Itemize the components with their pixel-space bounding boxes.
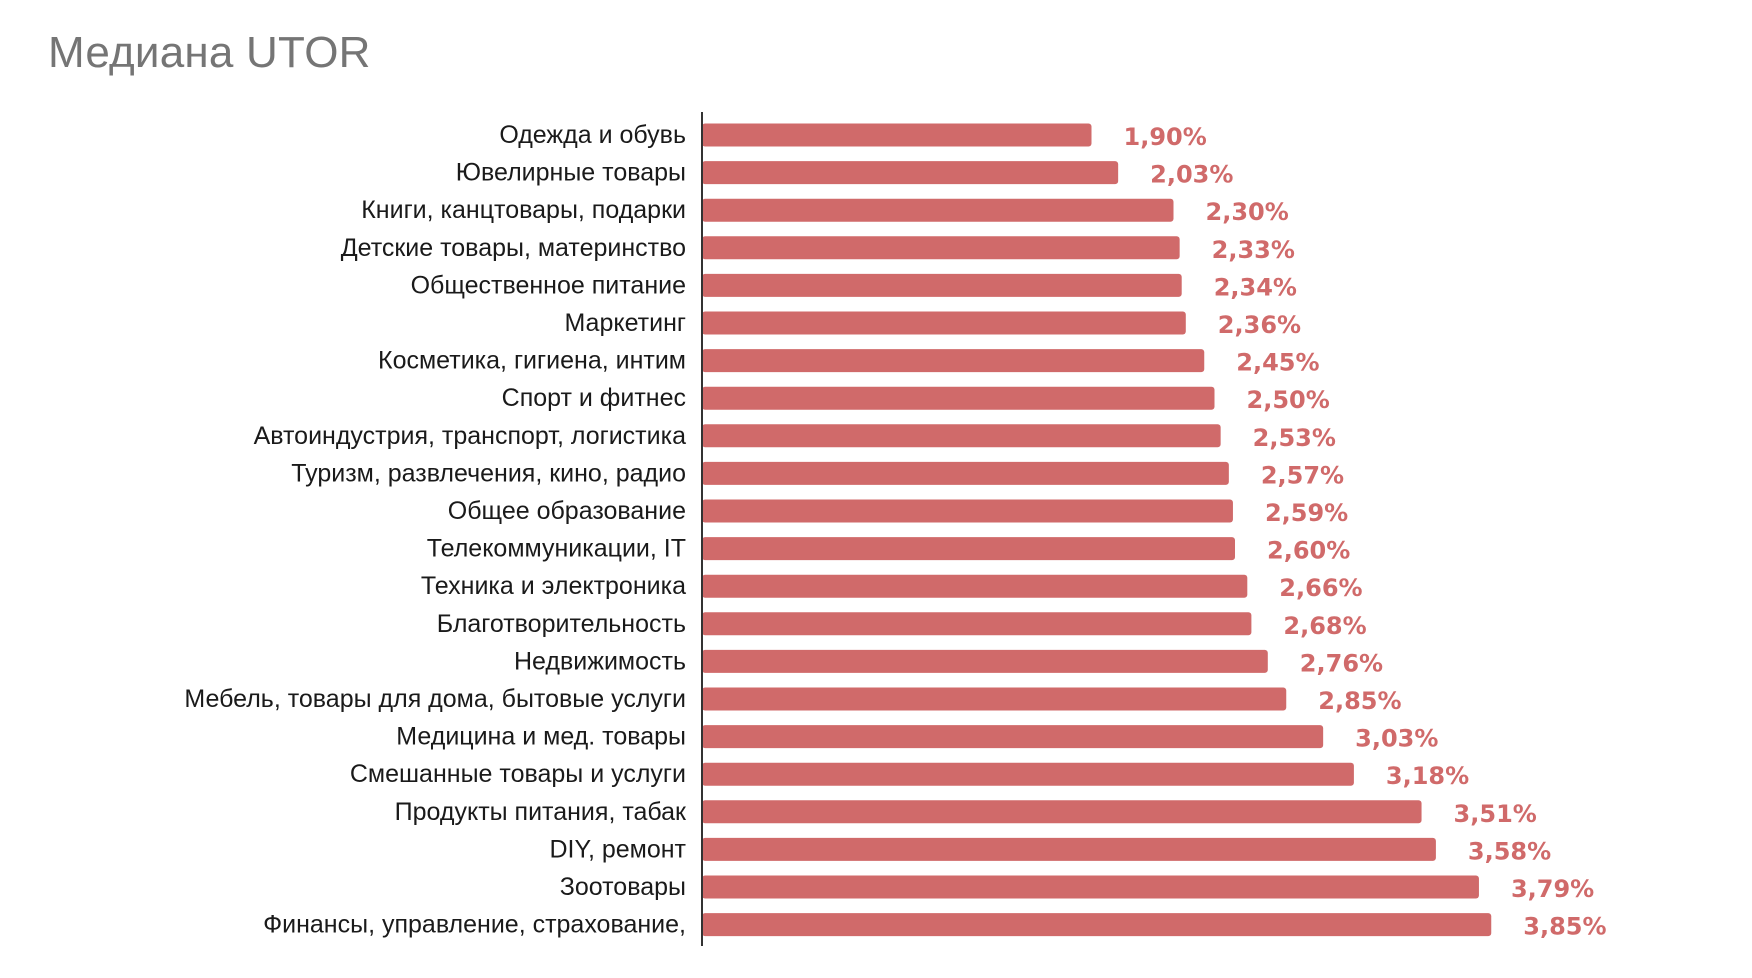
bar-row: Финансы, управление, страхование, 3,85% (263, 911, 1606, 941)
value-label: 2,68% (1283, 612, 1366, 640)
value-label: 3,79% (1511, 875, 1594, 903)
category-label: Одежда и обувь (499, 121, 686, 149)
category-label: Благотворительность (437, 610, 686, 638)
bar-row: Техника и электроника 2,66% (421, 572, 1363, 602)
bar (702, 762, 1354, 786)
category-label: DIY, ремонт (550, 835, 687, 863)
bar (702, 386, 1215, 410)
bar (702, 349, 1205, 373)
bar-row: Медицина и мед. товары 3,03% (396, 723, 1438, 753)
value-label: 3,51% (1454, 800, 1537, 828)
bar-row: Одежда и обувь 1,90% (499, 121, 1206, 151)
bar (702, 875, 1479, 899)
bar-row: Туризм, развлечения, кино, радио 2,57% (291, 459, 1344, 489)
bar (702, 837, 1436, 861)
value-label: 3,85% (1523, 913, 1606, 941)
category-label: Маркетинг (564, 309, 686, 337)
bar-row: Зоотовары 3,79% (560, 873, 1594, 903)
bar (702, 461, 1229, 485)
value-label: 2,45% (1236, 349, 1319, 377)
category-label: Телекоммуникации, IT (427, 535, 686, 563)
bar (702, 537, 1235, 561)
value-label: 1,90% (1124, 123, 1207, 151)
bar-row: Общее образование 2,59% (448, 497, 1348, 527)
bar (702, 725, 1324, 749)
category-label: Финансы, управление, страхование, (263, 911, 686, 939)
bar-row: Благотворительность 2,68% (437, 610, 1367, 640)
value-label: 2,50% (1247, 386, 1330, 414)
category-label: Медицина и мед. товары (396, 723, 686, 751)
bar-row: Косметика, гигиена, интим 2,45% (378, 347, 1320, 377)
bar (702, 161, 1119, 185)
bar-row: Недвижимость 2,76% (514, 647, 1383, 677)
value-label: 3,58% (1468, 837, 1551, 865)
value-label: 2,36% (1218, 311, 1301, 339)
bar (702, 273, 1182, 297)
value-label: 2,03% (1150, 161, 1233, 189)
category-label: Туризм, развлечения, кино, радио (291, 459, 686, 487)
category-label: Автоиндустрия, транспорт, логистика (254, 422, 686, 450)
category-label: Мебель, товары для дома, бытовые услуги (184, 685, 686, 713)
bar-row: Продукты питания, табак 3,51% (395, 798, 1537, 828)
category-label: Недвижимость (514, 647, 686, 675)
value-label: 3,03% (1355, 725, 1438, 753)
category-label: Спорт и фитнес (502, 384, 686, 412)
bar-row: Маркетинг 2,36% (564, 309, 1301, 339)
bar-row: Смешанные товары и услуги 3,18% (350, 760, 1469, 790)
category-label: Техника и электроника (421, 572, 686, 600)
category-label: Общественное питание (411, 271, 686, 299)
category-label: Смешанные товары и услуги (350, 760, 686, 788)
value-label: 2,53% (1253, 424, 1336, 452)
value-label: 2,85% (1318, 687, 1401, 715)
value-label: 2,66% (1279, 574, 1362, 602)
value-label: 2,34% (1214, 273, 1297, 301)
bar (702, 687, 1287, 711)
bar-row: DIY, ремонт 3,58% (550, 835, 1552, 865)
value-label: 2,60% (1267, 537, 1350, 565)
category-label: Продукты питания, табак (395, 798, 687, 826)
value-label: 2,57% (1261, 461, 1344, 489)
bar-row: Ювелирные товары 2,03% (456, 159, 1234, 189)
bar (702, 649, 1268, 673)
bar-row: Мебель, товары для дома, бытовые услуги 2… (184, 685, 1401, 715)
value-label: 2,33% (1212, 236, 1295, 264)
bar (702, 198, 1174, 222)
page-title: Медиана UTOR (48, 28, 371, 77)
category-label: Косметика, гигиена, интим (378, 347, 686, 375)
bar-row: Спорт и фитнес 2,50% (502, 384, 1330, 414)
bar (702, 913, 1492, 937)
bar (702, 574, 1248, 598)
value-label: 3,18% (1386, 762, 1469, 790)
bar (702, 499, 1233, 523)
bar (702, 800, 1422, 824)
bars-layer: Одежда и обувь 1,90% Ювелирные товары 2,03%… (184, 121, 1606, 941)
bar-row: Автоиндустрия, транспорт, логистика 2,53% (254, 422, 1336, 452)
bar (702, 612, 1252, 636)
bar-row: Книги, канцтовары, подарки 2,30% (361, 196, 1289, 226)
value-label: 2,30% (1206, 198, 1289, 226)
value-label: 2,59% (1265, 499, 1348, 527)
category-label: Зоотовары (560, 873, 686, 901)
bar-row: Детские товары, материнство 2,33% (341, 234, 1295, 264)
bar-row: Телекоммуникации, IT 2,60% (427, 535, 1351, 565)
category-label: Книги, канцтовары, подарки (361, 196, 686, 224)
bar (702, 236, 1180, 260)
bar (702, 311, 1186, 335)
bar (702, 123, 1092, 147)
bar-row: Общественное питание 2,34% (411, 271, 1297, 301)
category-label: Детские товары, материнство (341, 234, 686, 262)
category-label: Ювелирные товары (456, 159, 686, 187)
bar (702, 424, 1221, 448)
category-label: Общее образование (448, 497, 686, 525)
value-label: 2,76% (1300, 649, 1383, 677)
